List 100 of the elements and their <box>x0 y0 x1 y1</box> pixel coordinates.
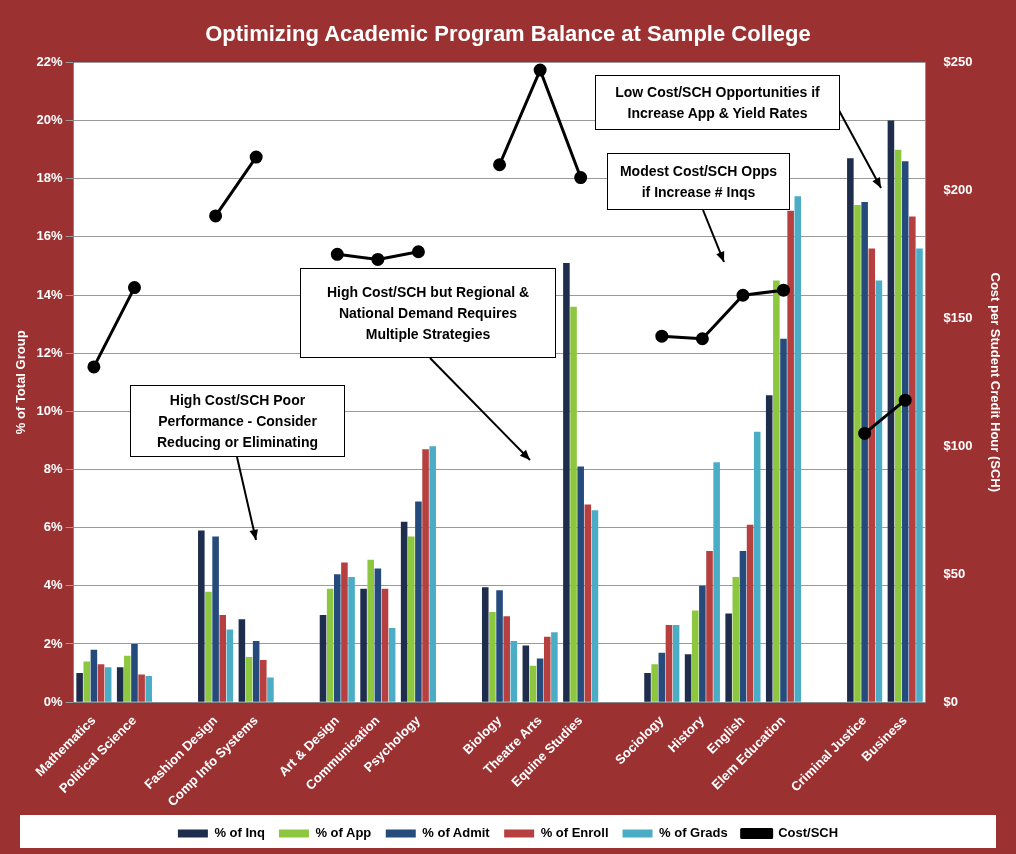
bar <box>481 587 489 702</box>
bar <box>97 664 105 702</box>
bar <box>780 338 787 702</box>
y-tick-label: 16% <box>36 228 64 244</box>
point <box>858 426 872 440</box>
bar <box>138 674 145 702</box>
bar <box>916 248 923 702</box>
bar <box>651 664 658 702</box>
bar <box>267 677 274 702</box>
bar <box>551 632 558 702</box>
bar <box>691 610 699 702</box>
note-box: High Cost/SCH Poor Performance - Consider Reducing or Eliminating <box>130 385 345 457</box>
bar <box>529 665 537 702</box>
bar <box>422 449 429 702</box>
bar <box>665 625 673 702</box>
annotation: Low Cost/SCH Opportunities if Increase App & Yield Rates <box>614 82 821 123</box>
note-box: Modest Cost/SCH Opps if Increase # Inqs <box>607 153 790 210</box>
bar <box>381 588 389 702</box>
bar <box>684 654 692 702</box>
bar <box>570 306 577 702</box>
bar <box>854 204 861 702</box>
y-tick-label: 14% <box>36 286 64 302</box>
bar <box>341 562 348 702</box>
bar <box>672 625 680 702</box>
bar <box>909 216 916 702</box>
y2-tick-label: $150 <box>943 309 973 325</box>
bar <box>83 661 91 702</box>
point <box>249 150 263 164</box>
point <box>777 283 790 297</box>
bar <box>334 574 341 702</box>
bar <box>753 431 761 702</box>
bar <box>536 658 544 702</box>
bar <box>104 667 112 702</box>
y2-axis-title: Cost per Student Credit Hour (SCH) <box>987 272 1003 493</box>
point <box>655 329 669 343</box>
bar <box>894 149 902 702</box>
y-tick-label: 12% <box>36 344 64 360</box>
point <box>736 288 750 302</box>
y2-tick-label: $100 <box>943 437 973 453</box>
bar <box>238 619 246 702</box>
bar <box>868 248 876 702</box>
bar <box>252 641 260 702</box>
bar <box>319 614 327 702</box>
bar <box>400 521 408 702</box>
bar <box>543 636 551 702</box>
bar <box>496 590 503 702</box>
bar <box>367 559 374 702</box>
y-tick-label: 4% <box>43 577 64 593</box>
point <box>411 245 425 259</box>
bar <box>732 577 740 702</box>
bar <box>591 510 599 702</box>
legend-label: % of Enroll <box>540 825 609 841</box>
bar <box>644 673 651 702</box>
y-tick-label: 10% <box>36 402 64 418</box>
bar <box>90 649 98 702</box>
bar <box>131 644 138 702</box>
point <box>330 247 344 261</box>
point <box>371 252 385 266</box>
bar <box>198 530 205 702</box>
annotation: High Cost/SCH Poor Performance - Consider Reducing or Eliminating <box>156 390 319 452</box>
note-box: Low Cost/SCH Opportunities if Increase App & Yield Rates <box>595 75 840 130</box>
bar <box>510 641 518 702</box>
bar <box>887 120 895 702</box>
bar <box>374 568 382 702</box>
point <box>574 171 588 185</box>
bar <box>489 612 496 702</box>
legend-label: Cost/SCH <box>778 825 839 841</box>
bar <box>145 675 153 702</box>
bar <box>326 588 334 702</box>
y2-tick-label: $250 <box>943 53 973 69</box>
bar <box>260 659 267 702</box>
y-tick-label: 6% <box>43 519 64 535</box>
note-box: High Cost/SCH but Regional & National Demand Requires Multiple Strategies <box>300 268 556 358</box>
chart-title: Optimizing Academic Program Balance at Sample College <box>205 21 811 47</box>
y2-tick-label: $200 <box>943 181 973 197</box>
bar <box>429 446 436 702</box>
bar <box>76 673 83 702</box>
y-axis-title: % of Total Group <box>13 330 29 435</box>
bar <box>124 655 131 702</box>
y2-tick-label: $50 <box>943 565 966 581</box>
bar <box>713 462 720 702</box>
bar <box>847 158 854 702</box>
bar <box>522 645 530 702</box>
bar <box>415 501 422 702</box>
bar <box>584 504 592 702</box>
bar <box>699 585 706 702</box>
point <box>87 360 101 374</box>
bar <box>408 536 415 702</box>
y2-tick-label: $0 <box>943 693 958 709</box>
point <box>209 209 223 223</box>
annotation: Modest Cost/SCH Opps if Increase # Inqs <box>618 161 779 202</box>
bar <box>746 524 754 702</box>
y-tick-label: 8% <box>43 461 64 477</box>
bar <box>360 588 367 702</box>
point <box>533 63 547 77</box>
bar <box>219 614 227 702</box>
bar <box>765 395 773 702</box>
y-tick-label: 20% <box>36 112 64 128</box>
bar <box>875 280 883 702</box>
legend-label: % of App <box>315 825 372 841</box>
